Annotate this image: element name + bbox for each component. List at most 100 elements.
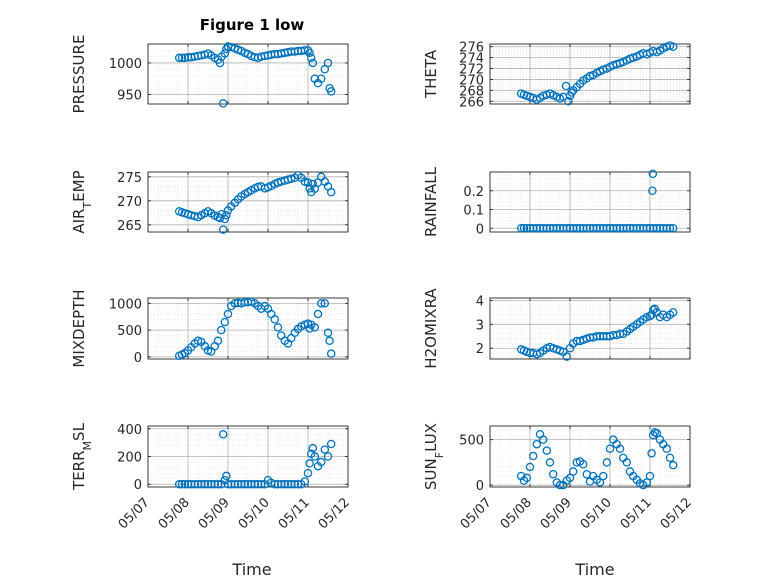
x-tick-label: 05/10 bbox=[236, 495, 273, 532]
data-point bbox=[230, 299, 240, 308]
axes-box bbox=[147, 43, 349, 105]
data-point bbox=[528, 451, 538, 461]
data-point bbox=[273, 323, 283, 332]
y-tick-label: 1000 bbox=[109, 297, 142, 312]
subplot-h2omixra: 2 3 4 H2OMIXRA bbox=[422, 288, 691, 369]
data-point bbox=[177, 53, 187, 63]
data-point bbox=[290, 479, 300, 489]
data-point bbox=[562, 352, 572, 361]
subplot-rainfall: 0 0.1 0.2 RAINFALL bbox=[422, 166, 691, 237]
data-point bbox=[612, 223, 622, 233]
y-tick-label: 0.2 bbox=[463, 185, 484, 200]
y-tick-label: 400 bbox=[117, 423, 142, 438]
x-tick-label: 05/08 bbox=[498, 495, 535, 532]
y-tick-label: 270 bbox=[117, 195, 142, 210]
data-point bbox=[555, 480, 565, 490]
data-point bbox=[250, 479, 260, 489]
data-point bbox=[647, 449, 656, 458]
y-tick-label: 1000 bbox=[109, 57, 142, 72]
axes-box bbox=[489, 425, 691, 488]
data-point bbox=[180, 479, 190, 489]
y-tick-label: 0 bbox=[476, 479, 484, 494]
y-tick-label: 3 bbox=[476, 318, 484, 333]
data-point bbox=[213, 336, 223, 346]
data-point bbox=[300, 477, 310, 486]
data-point bbox=[223, 309, 233, 319]
data-point bbox=[216, 325, 226, 335]
data-point bbox=[662, 223, 672, 233]
y-tick-label: 500 bbox=[117, 324, 142, 339]
data-point bbox=[519, 223, 529, 233]
data-point bbox=[648, 186, 657, 195]
data-point bbox=[306, 53, 316, 63]
ylabel-mixdepth: MIXDEPTH bbox=[70, 289, 88, 367]
y-tick-label: 276 bbox=[459, 41, 484, 56]
data-point bbox=[325, 336, 334, 346]
data-point bbox=[280, 479, 290, 489]
data-point bbox=[522, 473, 532, 483]
data-point bbox=[562, 223, 572, 233]
x-tick-label: 05/07 bbox=[458, 495, 495, 532]
data-point bbox=[542, 223, 552, 233]
data-point bbox=[303, 468, 313, 478]
data-point bbox=[564, 97, 573, 106]
data-point bbox=[668, 223, 678, 233]
y-tick-label: 2 bbox=[476, 342, 484, 357]
x-tick-label: 05/09 bbox=[196, 495, 233, 532]
data-point bbox=[270, 49, 280, 59]
data-point bbox=[218, 99, 228, 108]
y-tick-label: 268 bbox=[459, 84, 484, 99]
x-tick-label: 05/12 bbox=[658, 495, 695, 532]
data-point bbox=[538, 435, 548, 444]
x-tick-label: 05/10 bbox=[578, 495, 615, 532]
data-point bbox=[542, 446, 552, 455]
data-point bbox=[568, 467, 578, 476]
data-point bbox=[632, 223, 642, 233]
y-tick-label: 266 bbox=[459, 95, 484, 110]
data-point bbox=[519, 476, 529, 485]
data-point bbox=[220, 317, 230, 327]
data-point bbox=[320, 445, 330, 454]
ylabel-sun-flux: SUNFLUX bbox=[422, 423, 446, 490]
x-tick-label: 05/09 bbox=[538, 495, 575, 532]
axes-box bbox=[489, 297, 691, 360]
data-point bbox=[602, 223, 612, 233]
data-point bbox=[220, 49, 230, 58]
y-tick-label: 274 bbox=[459, 52, 484, 67]
data-point bbox=[323, 328, 333, 338]
data-point bbox=[210, 479, 220, 489]
data-point bbox=[525, 462, 535, 472]
data-point bbox=[578, 459, 588, 469]
data-point bbox=[230, 479, 240, 489]
subplot-pressure: 950 1000 PRESSURE bbox=[70, 35, 349, 113]
ylabel-terr-msl: TERRMSL bbox=[70, 422, 94, 491]
data-point bbox=[256, 479, 266, 489]
data-point bbox=[545, 458, 555, 467]
subplot-sun-flux: 0 500 05/07 05/08 05/09 05/10 05/11 05/12 SUNFLU… bbox=[422, 423, 695, 532]
data-point bbox=[582, 223, 592, 233]
data-point bbox=[548, 470, 558, 479]
data-point bbox=[174, 53, 184, 63]
data-point bbox=[323, 452, 333, 461]
data-point bbox=[286, 174, 296, 183]
data-point bbox=[305, 459, 314, 468]
x-tick-label: 05/07 bbox=[116, 495, 153, 532]
data-point bbox=[592, 223, 602, 233]
data-point bbox=[316, 457, 326, 467]
data-point bbox=[177, 479, 187, 489]
data-point bbox=[326, 187, 336, 197]
data-point bbox=[602, 458, 612, 467]
y-tick-label: 4 bbox=[476, 294, 484, 309]
data-point bbox=[303, 178, 313, 187]
data-point bbox=[308, 179, 318, 189]
y-tick-label: 500 bbox=[459, 434, 484, 449]
y-tick-label: 200 bbox=[117, 451, 142, 466]
x-tick-label: 05/11 bbox=[618, 495, 655, 532]
data-point bbox=[598, 471, 608, 481]
data-point bbox=[665, 453, 675, 463]
data-point bbox=[622, 458, 632, 467]
x-tick-label: 05/08 bbox=[156, 495, 193, 532]
data-point bbox=[305, 48, 314, 58]
